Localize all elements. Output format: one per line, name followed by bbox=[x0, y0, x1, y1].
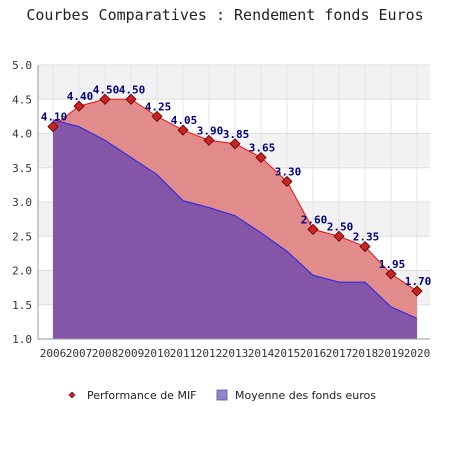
data-point bbox=[255, 151, 267, 164]
data-point bbox=[281, 175, 293, 188]
x-tick-label: 2012 bbox=[196, 347, 223, 360]
data-point bbox=[411, 285, 423, 297]
y-tick-label: 4.0 bbox=[12, 128, 32, 141]
data-point bbox=[307, 223, 319, 235]
data-point bbox=[333, 230, 345, 242]
y-tick-label: 1.0 bbox=[12, 333, 32, 346]
data-label: 4.05 bbox=[171, 114, 198, 127]
x-tick-label: 2014 bbox=[248, 347, 275, 360]
data-label: 4.50 bbox=[119, 83, 146, 96]
data-point bbox=[385, 268, 397, 280]
data-point bbox=[73, 100, 85, 112]
x-tick-label: 2013 bbox=[222, 347, 249, 360]
x-tick-label: 2017 bbox=[326, 347, 353, 360]
y-tick-label: 4.5 bbox=[12, 93, 32, 106]
x-tick-label: 2015 bbox=[274, 347, 301, 360]
y-tick-label: 1.5 bbox=[12, 299, 32, 312]
x-tick-label: 2019 bbox=[378, 347, 405, 360]
data-label: 4.25 bbox=[145, 100, 172, 113]
legend: Performance de MIF Moyenne des fonds euro… bbox=[68, 389, 376, 402]
data-label: 2.60 bbox=[301, 213, 328, 226]
data-point bbox=[229, 138, 241, 150]
data-label: 1.70 bbox=[405, 275, 432, 288]
y-tick-label: 3.5 bbox=[12, 162, 32, 175]
data-label: 3.65 bbox=[249, 141, 276, 154]
data-label: 3.85 bbox=[223, 128, 250, 141]
x-tick-label: 2018 bbox=[352, 347, 379, 360]
data-label: 2.35 bbox=[353, 231, 380, 244]
data-point bbox=[99, 93, 111, 105]
data-label: 3.30 bbox=[275, 165, 302, 178]
x-tick-label: 2020 bbox=[404, 347, 431, 360]
data-label: 4.40 bbox=[67, 90, 94, 103]
chart-title: Courbes Comparatives : Rendement fonds E… bbox=[26, 6, 423, 24]
x-tick-label: 2008 bbox=[92, 347, 119, 360]
series-average-line bbox=[52, 119, 418, 319]
data-label: 4.10 bbox=[41, 111, 68, 124]
data-point bbox=[47, 121, 59, 133]
data-labels: 4.104.404.50 4.504.254.053.90 3.853.653.30… bbox=[41, 83, 432, 288]
markers bbox=[47, 93, 423, 297]
x-tick-label: 2010 bbox=[144, 347, 171, 360]
x-tick-label: 2011 bbox=[170, 347, 197, 360]
data-label: 1.95 bbox=[379, 258, 406, 271]
y-tick-label: 2.0 bbox=[12, 265, 32, 278]
legend-label-average: Moyenne des fonds euros bbox=[235, 389, 376, 402]
data-label: 2.50 bbox=[327, 220, 354, 233]
data-label: 3.90 bbox=[197, 124, 224, 137]
y-tick-label: 5.0 bbox=[12, 59, 32, 72]
data-point bbox=[359, 240, 371, 253]
x-tick-label: 2009 bbox=[118, 347, 145, 360]
data-point bbox=[203, 134, 215, 146]
x-tick-label: 2006 bbox=[40, 347, 67, 360]
y-tick-label: 2.5 bbox=[12, 230, 32, 243]
y-tick-label: 3.0 bbox=[12, 196, 32, 209]
legend-label-mif: Performance de MIF bbox=[87, 389, 197, 402]
legend-marker-average bbox=[216, 389, 228, 401]
data-point bbox=[125, 93, 137, 105]
data-point bbox=[177, 124, 189, 136]
data-label: 4.50 bbox=[93, 83, 120, 96]
data-point bbox=[151, 110, 163, 122]
series-average-area bbox=[53, 119, 417, 339]
legend-marker-mif bbox=[68, 391, 76, 399]
x-tick-label: 2016 bbox=[300, 347, 327, 360]
x-tick-label: 2007 bbox=[66, 347, 93, 360]
